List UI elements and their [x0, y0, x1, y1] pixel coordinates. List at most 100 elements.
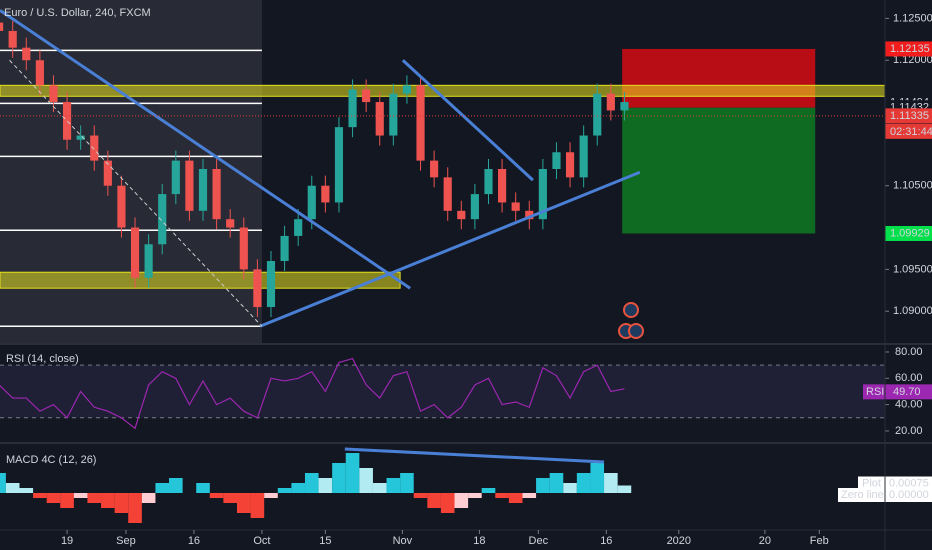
trend-line	[9, 59, 263, 327]
candle-body	[579, 135, 588, 178]
rsi-band	[0, 365, 885, 418]
macd-bar	[33, 493, 47, 498]
price-tag-label: 1.09929	[890, 227, 930, 239]
macd-bar	[536, 478, 550, 493]
candle-body	[538, 168, 547, 220]
x-tick-label: 18	[473, 535, 485, 547]
y-tick-label: 1.09500	[893, 263, 932, 275]
zone	[0, 271, 401, 289]
x-tick-label: 16	[188, 535, 200, 547]
candle-body	[334, 127, 344, 203]
candle-body	[430, 160, 439, 178]
candle-body	[130, 227, 140, 278]
divergence-line	[344, 447, 605, 464]
candle-body	[0, 22, 4, 31]
countdown: 02:31:44	[890, 126, 932, 138]
zero-value-tag	[885, 488, 932, 502]
macd-bar	[495, 493, 509, 498]
macd-bar	[590, 463, 605, 493]
macd-bar	[223, 493, 237, 503]
price-tag-label: 1.11335	[890, 110, 929, 122]
candle-body	[117, 185, 126, 228]
target-zone	[622, 107, 816, 234]
candle-body	[171, 160, 180, 195]
macd-bar	[549, 473, 564, 493]
macd-bar	[264, 493, 278, 498]
rsi-tag-label: RSI	[866, 386, 884, 398]
macd-bar	[427, 493, 441, 508]
candle-body	[226, 219, 235, 228]
macd-bar	[359, 468, 373, 493]
candle-body	[470, 194, 479, 220]
zero-tag-label: Zero line	[841, 489, 884, 501]
candle-body	[457, 210, 466, 220]
candle-body	[443, 177, 452, 211]
event-icon	[628, 323, 644, 339]
rsi-value: 49.70	[893, 386, 921, 398]
macd-bar	[454, 493, 469, 508]
candle-body	[280, 235, 289, 262]
macd-bar	[141, 493, 156, 503]
candle-body	[212, 168, 221, 220]
macd-bar	[236, 493, 251, 513]
macd-bar	[169, 478, 183, 493]
y-tick-label: 1.12500	[893, 12, 932, 24]
plot-tag	[858, 476, 885, 491]
x-tick-label: 2020	[667, 535, 691, 547]
y-tick-label: 60.00	[895, 372, 923, 384]
macd-title: MACD 4C (12, 26)	[6, 454, 96, 466]
macd-bar	[0, 473, 6, 493]
candle-body	[389, 93, 398, 136]
rsi-line	[0, 357, 625, 430]
plot-value-tag	[885, 476, 932, 491]
y-tick-label: 80.00	[895, 346, 923, 358]
macd-bar	[155, 483, 170, 493]
macd-bar	[440, 493, 455, 513]
macd-bar	[46, 493, 61, 503]
macd-bar	[304, 473, 319, 493]
rsi-value-tag	[885, 384, 932, 400]
candle-body	[307, 185, 316, 220]
x-tick-label: 16	[600, 535, 612, 547]
zone	[0, 84, 886, 97]
candle-body	[22, 47, 31, 61]
macd-bar	[372, 483, 387, 493]
candle-body	[606, 93, 615, 111]
price-tag	[885, 225, 932, 241]
macd-bar	[196, 483, 210, 493]
stop-zone	[622, 48, 816, 108]
x-tick-label: 20	[759, 535, 771, 547]
candle-body	[362, 89, 371, 103]
zero-value: 0.00000	[889, 489, 929, 501]
macd-bar	[604, 473, 618, 493]
candle-body	[266, 261, 276, 308]
countdown-tag	[885, 123, 932, 139]
trend-line	[401, 59, 534, 182]
candle-body	[402, 85, 412, 94]
candle-body	[198, 168, 208, 211]
y-tick-label: 1.09000	[893, 305, 932, 317]
zero-tag	[838, 488, 885, 502]
candle-body	[511, 202, 520, 211]
candle-body	[90, 135, 99, 161]
macd-bar	[468, 493, 482, 498]
macd-bar	[250, 493, 265, 518]
candle-body	[484, 168, 493, 195]
x-tick-label: Dec	[529, 535, 549, 547]
candle-body	[498, 168, 507, 203]
highlight-range	[0, 0, 262, 343]
candle-body	[294, 219, 303, 236]
candle-body	[593, 93, 602, 136]
rsi-title: RSI (14, close)	[6, 353, 79, 365]
y-tick-label: 1.12000	[893, 54, 932, 66]
candle-body	[525, 210, 534, 220]
y-tick-label: 20.00	[895, 425, 923, 437]
candle-body	[375, 102, 384, 136]
candle-body	[552, 152, 561, 169]
macd-bar	[19, 488, 34, 493]
candle-body	[253, 269, 262, 308]
macd-bar	[101, 493, 115, 508]
candle-body	[35, 60, 44, 86]
